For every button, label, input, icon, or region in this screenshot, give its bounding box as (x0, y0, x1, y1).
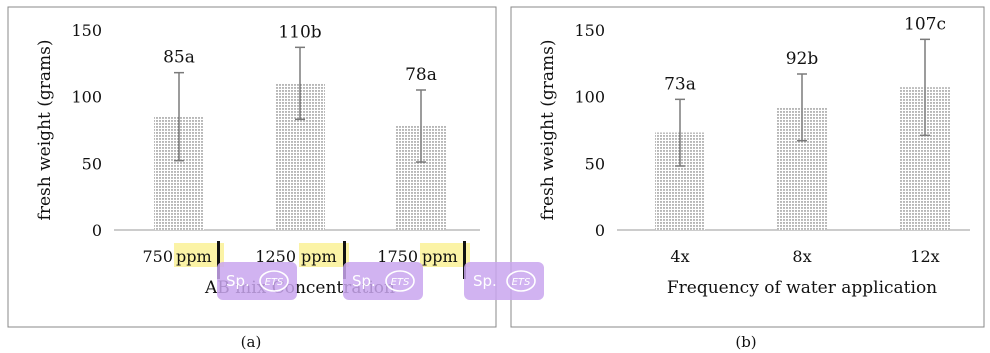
panel-b-frame (510, 6, 985, 328)
ets-logo-icon: ETS (506, 270, 536, 292)
panel-a-error-bar (295, 46, 305, 121)
ets-logo-text: ETS (391, 277, 410, 288)
sp-badge-label: Sp. (352, 272, 376, 290)
panel-b-error-bar (797, 73, 807, 142)
panel-a-x-tick-number: 750 (142, 247, 173, 266)
ets-logo-text: ETS (265, 277, 284, 288)
ets-logo-icon: ETS (385, 270, 415, 292)
panel-b-x-tick-label: 8x (792, 247, 811, 266)
ets-logo-icon: ETS (259, 270, 289, 292)
panel-a-unit-highlight (420, 243, 470, 267)
panel-b-plot: 0 50 100 150 73a 92b 107c 4x 8x 12x (574, 14, 970, 266)
panel-a-data-label: 85a (163, 48, 195, 68)
panel-a-y-tick-label: 50 (82, 154, 102, 173)
sp-badge[interactable]: Sp. ETS (464, 262, 544, 300)
panel-a-y-tick-label: 150 (71, 21, 102, 40)
panel-a-text-cursor-marker (343, 241, 346, 279)
panel-b-caption: (b) (735, 333, 756, 351)
panel-a-plot: 0 50 100 150 85a 110b 78a (71, 21, 480, 240)
panel-a-y-axis-title: fresh weight (grams) (35, 40, 55, 221)
sp-badge-label: Sp. (473, 272, 497, 290)
panel-a-unit-highlight (174, 243, 224, 267)
panel-b-data-label: 107c (904, 14, 946, 34)
panel-b-y-tick-label: 0 (595, 221, 605, 240)
panel-a-x-tick-number: 1750 (377, 247, 418, 266)
panel-b-error-bar (675, 98, 685, 167)
panel-a-y-tick-label: 100 (71, 88, 102, 107)
panel-a-frame (7, 6, 497, 328)
ets-logo-text: ETS (512, 277, 531, 288)
sp-badge[interactable]: Sp. ETS (217, 262, 297, 300)
panel-b-x-tick-label: 12x (910, 247, 939, 266)
panel-b-x-tick-label: 4x (670, 247, 689, 266)
panel-b-y-tick-label: 100 (574, 88, 605, 107)
panel-a-text-cursor-marker (463, 241, 466, 279)
panel-a-error-bar (174, 71, 184, 162)
sp-badge[interactable]: Sp. ETS (343, 262, 423, 300)
panel-b-data-label: 73a (664, 74, 696, 94)
panel-a-y-tick-label: 0 (92, 221, 102, 240)
panel-a-data-label: 78a (405, 65, 437, 85)
panel-b-y-tick-label: 50 (585, 154, 605, 173)
panel-a-error-bar (416, 89, 426, 163)
panel-b-data-label: 92b (786, 49, 819, 69)
panel-a-x-tick-unit: ppm (301, 247, 337, 266)
panel-a-caption: (a) (241, 333, 262, 351)
panel-b-y-tick-label: 150 (574, 21, 605, 40)
panel-a-x-tick-number: 1250 (255, 247, 296, 266)
panel-a-text-cursor-marker (217, 241, 220, 279)
panel-b-x-axis-title: Frequency of water application (667, 278, 937, 298)
sp-badge-label: Sp. (226, 272, 250, 290)
panel-a-x-tick-unit: ppm (422, 247, 458, 266)
panel-a-data-label: 110b (278, 22, 321, 42)
panel-b-y-axis-title: fresh weight (grams) (538, 40, 558, 221)
panel-b-error-bar (920, 38, 930, 137)
panel-a-x-tick-unit: ppm (176, 247, 212, 266)
panel-a-unit-highlight (299, 243, 349, 267)
